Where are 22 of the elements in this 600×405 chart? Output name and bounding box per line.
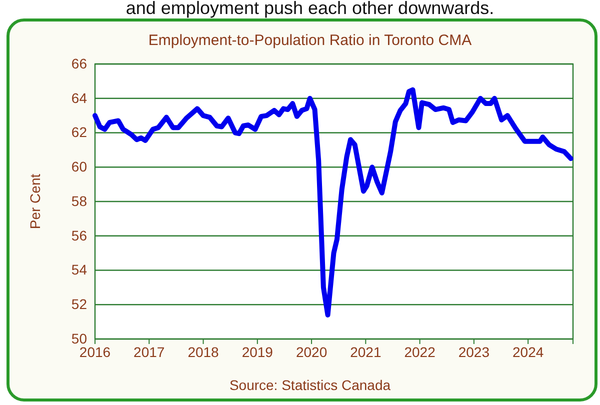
y-axis-title: Per Cent: [27, 174, 43, 230]
y-tick-label: 64: [71, 90, 88, 106]
y-tick-label: 52: [71, 296, 88, 312]
x-tick-label: 2018: [188, 344, 220, 360]
x-tick-label: 2021: [350, 344, 382, 360]
x-tick-label: 2017: [134, 344, 165, 360]
y-tick-label: 56: [71, 227, 88, 244]
y-tick-label: 50: [71, 330, 88, 346]
x-tick-label: 2024: [512, 344, 544, 360]
x-tick-label: 2023: [458, 344, 490, 360]
x-tick-label: 2022: [404, 344, 436, 360]
source-note: Source: Statistics Canada: [229, 377, 391, 393]
x-tick-label: 2016: [79, 344, 111, 360]
y-tick-label: 62: [71, 124, 88, 140]
x-tick-label: 2020: [296, 344, 328, 360]
y-tick-label: 58: [71, 192, 88, 209]
chart-title: Employment-to-Population Ratio in Toronto CMA: [148, 32, 472, 49]
text: and employment push each other downwards.: [126, 0, 494, 18]
y-tick-label: 66: [71, 55, 88, 72]
x-tick-label: 2019: [242, 344, 274, 360]
y-tick-label: 60: [71, 158, 88, 175]
y-tick-label: 54: [71, 262, 88, 278]
